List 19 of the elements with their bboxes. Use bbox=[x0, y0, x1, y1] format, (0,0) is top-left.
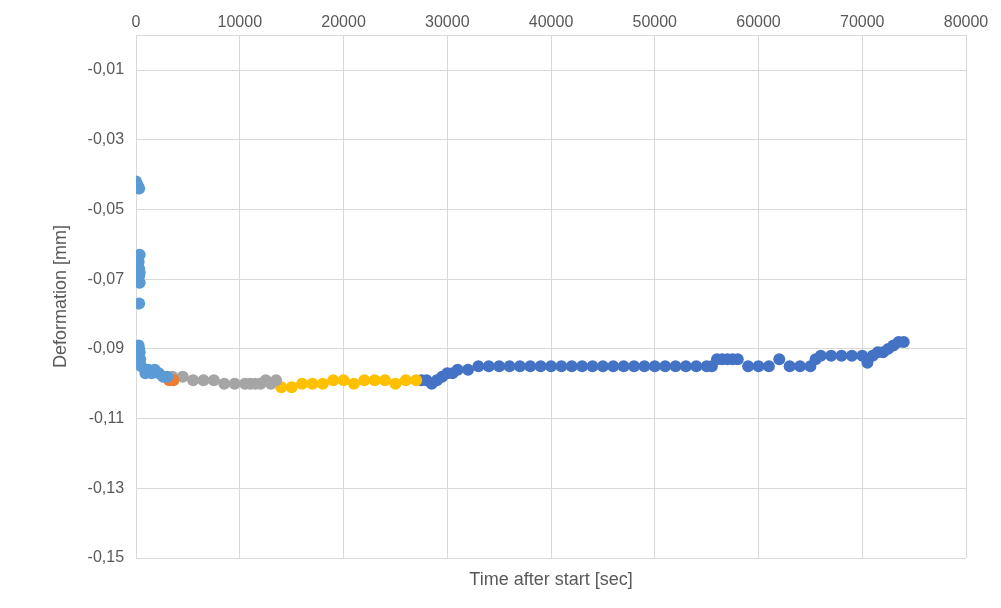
y-tick-label: -0,07 bbox=[87, 269, 125, 287]
x-tick-label: 50000 bbox=[632, 13, 678, 31]
x-tick-label: 30000 bbox=[425, 13, 470, 31]
y-tick-label: -0,11 bbox=[88, 408, 125, 426]
x-tick-label: 60000 bbox=[736, 13, 781, 31]
y-tick-label: -0,01 bbox=[87, 60, 125, 78]
y-tick-label: -0,13 bbox=[87, 478, 125, 496]
x-tick-label: 0 bbox=[131, 13, 141, 31]
y-axis-title: Deformation [mm] bbox=[49, 225, 70, 369]
x-tick-label: 20000 bbox=[321, 13, 366, 31]
y-tick-label: -0,15 bbox=[87, 548, 125, 566]
y-tick-label: -0,05 bbox=[87, 199, 125, 217]
y-tick-label: -0,09 bbox=[87, 339, 125, 357]
y-tick-label: -0,03 bbox=[87, 130, 125, 148]
x-tick-label: 40000 bbox=[528, 13, 574, 31]
x-tick-label: 80000 bbox=[943, 13, 989, 31]
x-axis-title: Time after start [sec] bbox=[469, 568, 633, 589]
x-tick-label: 10000 bbox=[217, 13, 263, 31]
x-tick-label: 70000 bbox=[840, 13, 885, 31]
